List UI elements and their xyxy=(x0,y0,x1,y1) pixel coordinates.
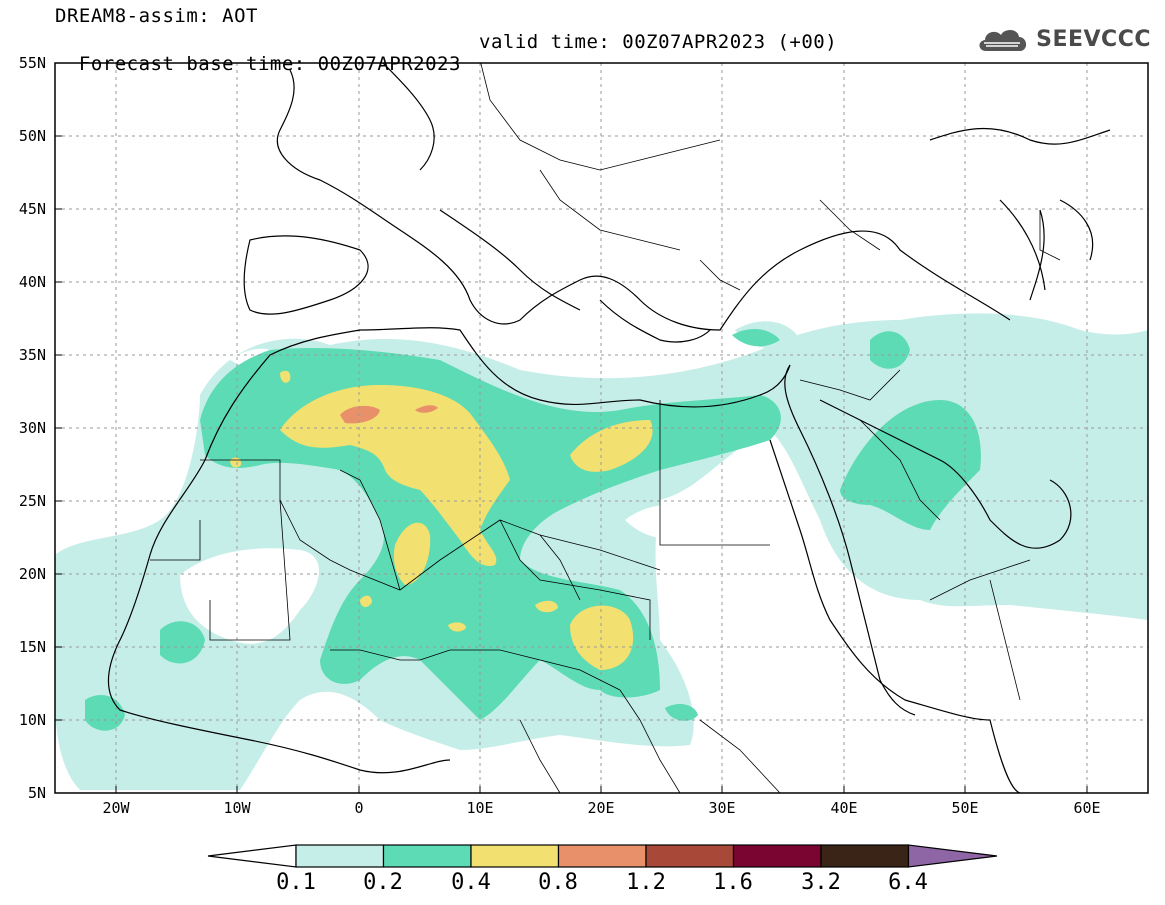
coastlines xyxy=(107,63,1111,793)
colorbar-high-triangle xyxy=(907,844,998,868)
axis-ticks xyxy=(55,62,1088,794)
valid-time: valid time: 00Z07APR2023 (+00) xyxy=(479,31,838,53)
lon-label: 60E xyxy=(1073,799,1100,817)
lat-labels: 55N 50N 45N 40N 35N 30N 25N 20N 15N 10N … xyxy=(19,54,46,802)
aot-band-0.4-0.8 xyxy=(230,370,653,670)
logo-text: SEEVCCC xyxy=(1036,26,1151,52)
lat-label: 20N xyxy=(19,565,46,583)
country-borders xyxy=(150,63,1061,793)
lat-label: 35N xyxy=(19,346,46,364)
colorbar-label: 1.6 xyxy=(713,870,753,895)
colorbar-label: 0.8 xyxy=(538,870,578,895)
colorbar-box xyxy=(732,844,822,868)
lon-label: 30E xyxy=(708,799,735,817)
lat-label: 5N xyxy=(28,784,46,802)
lon-label: 10E xyxy=(466,799,493,817)
colorbar-box xyxy=(382,844,472,868)
lon-label: 0 xyxy=(354,799,363,817)
aot-band-0.8-1.2 xyxy=(340,405,438,424)
colorbar-label: 3.2 xyxy=(801,870,841,895)
lon-label: 10W xyxy=(223,799,251,817)
graticule xyxy=(55,63,1148,793)
forecast-time-line: Forecast base time: 00Z07APR2023 valid t… xyxy=(55,31,837,97)
lat-label: 45N xyxy=(19,200,46,218)
colorbar-label: 6.4 xyxy=(888,870,928,895)
colorbar-box xyxy=(470,844,560,868)
colorbar-box xyxy=(557,844,647,868)
colorbar-label: 0.1 xyxy=(276,870,316,895)
aot-contours xyxy=(55,313,1148,790)
lat-label: 10N xyxy=(19,711,46,729)
colorbar-label: 0.4 xyxy=(451,870,491,895)
lat-label: 40N xyxy=(19,273,46,291)
lat-label: 50N xyxy=(19,127,46,145)
colorbar-label: 1.2 xyxy=(626,870,666,895)
seevccc-logo: SEEVCCC xyxy=(976,24,1151,54)
lon-label: 50E xyxy=(951,799,978,817)
colorbar-box xyxy=(295,844,385,868)
colorbar-box xyxy=(645,844,735,868)
map-title: DREAM8-assim: AOT xyxy=(55,5,258,27)
lat-label: 55N xyxy=(19,54,46,72)
colorbar xyxy=(207,844,998,868)
colorbar-low-triangle xyxy=(207,844,297,868)
lat-label: 25N xyxy=(19,492,46,510)
colorbar-label: 0.2 xyxy=(363,870,403,895)
base-time: Forecast base time: 00Z07APR2023 xyxy=(78,53,461,75)
lon-label: 20E xyxy=(587,799,614,817)
lat-label: 30N xyxy=(19,419,46,437)
lon-label: 40E xyxy=(830,799,857,817)
lon-labels: 20W 10W 0 10E 20E 30E 40E 50E 60E xyxy=(102,799,1100,817)
colorbar-box xyxy=(820,844,910,868)
lat-label: 15N xyxy=(19,638,46,656)
cloud-icon xyxy=(979,29,1027,51)
lon-label: 20W xyxy=(102,799,130,817)
